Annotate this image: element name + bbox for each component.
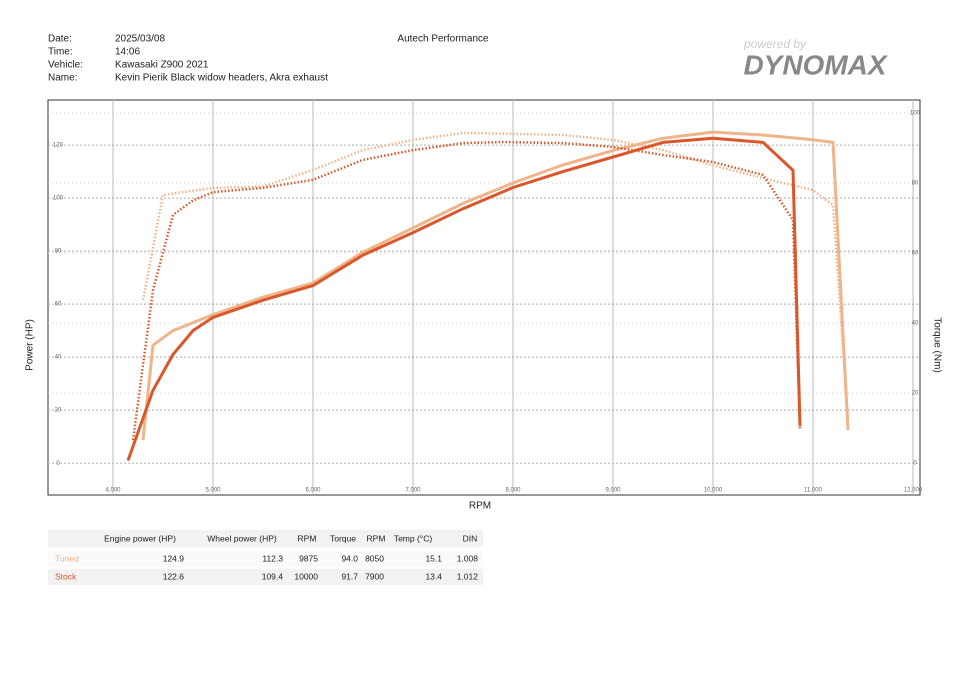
column-header: Engine power (HP) [104, 533, 176, 543]
curve [141, 130, 850, 441]
x-tick-label: 11,000 [804, 488, 823, 494]
y-tick-label: 80 [55, 249, 62, 255]
x-tick-label: 9,000 [605, 488, 621, 494]
header: Date: 2025/03/08 Time: 14:06 Vehicle: Ka… [48, 34, 889, 84]
x-tick-label: 6,000 [305, 488, 321, 494]
run-name: Stock [55, 571, 77, 581]
y2-label: Torque (Nm) [931, 317, 942, 373]
column-header: Wheel power (HP) [207, 533, 277, 543]
cell: 94.0 [341, 553, 358, 563]
plot-frame [47, 99, 921, 496]
table-row-bg [48, 569, 483, 585]
cell: 15.1 [425, 553, 442, 563]
logo-small: powered by [743, 37, 807, 51]
cell: 124.9 [163, 553, 185, 563]
y-tick-label: 40 [55, 355, 62, 361]
value: Kawasaki Z900 2021 [115, 60, 209, 71]
cell: 112.3 [262, 553, 283, 563]
curve [126, 136, 802, 462]
y-tick-label: 120 [53, 143, 64, 149]
y2-tick-label: 100 [910, 111, 921, 117]
column-header: Temp (°C) [394, 533, 433, 543]
y2-tick-label: 60 [912, 251, 919, 257]
y2-tick-label: 20 [912, 391, 919, 397]
cell: 91.7 [341, 571, 358, 581]
cell: 8050 [365, 553, 384, 563]
x-tick-label: 8,000 [505, 488, 521, 494]
cell: 122.6 [163, 571, 185, 581]
label: Name: [48, 73, 77, 84]
table-header-bg [48, 530, 483, 547]
label: Time: [48, 47, 73, 58]
run-name: Tuned [55, 553, 79, 563]
y-tick-label: 0 [56, 461, 60, 467]
cell: 109.4 [262, 571, 284, 581]
x-tick-label: 7,000 [405, 488, 421, 494]
table-row-bg [48, 551, 483, 567]
cell: 10000 [294, 571, 318, 581]
x-tick-label: 4,000 [105, 488, 121, 494]
cell: 7900 [365, 571, 384, 581]
x-tick-label: 12,000 [904, 488, 923, 494]
y2-tick-label: 0 [913, 461, 917, 467]
cell: 1.012 [457, 571, 479, 581]
y-tick-label: 100 [53, 196, 64, 202]
value: Kevin Pierik Black widow headers, Akra e… [115, 73, 328, 84]
y-tick-label: 60 [55, 302, 62, 308]
value: 2025/03/08 [115, 34, 165, 45]
column-header: RPM [367, 533, 386, 543]
x-tick-label: 10,000 [704, 488, 723, 494]
label: Vehicle: [48, 60, 83, 71]
column-header: RPM [298, 533, 317, 543]
y-label: Power (HP) [25, 319, 36, 371]
curve [141, 131, 850, 421]
x-tick-label: 5,000 [205, 488, 221, 494]
column-header: DIN [463, 533, 478, 543]
cell: 9875 [299, 553, 318, 563]
summary-table: Engine power (HP) Wheel power (HP) RPM Torq… [48, 530, 483, 585]
cell: 13.4 [425, 571, 442, 581]
shop: Autech Performance [397, 34, 489, 45]
curve [131, 140, 802, 441]
y2-tick-label: 40 [912, 321, 919, 327]
column-header: Torque [330, 533, 356, 543]
plot: 4,000 5,000 6,000 7,000 8,000 9,000 10,000 11,0… [48, 100, 923, 495]
label: Date: [48, 34, 72, 45]
cell: 1.008 [457, 553, 479, 563]
y-tick-label: 20 [55, 408, 62, 414]
x-label: RPM [469, 501, 491, 512]
logo: DYNOMAX [743, 49, 888, 80]
y2-tick-label: 80 [912, 181, 919, 187]
value: 14:06 [115, 47, 140, 58]
